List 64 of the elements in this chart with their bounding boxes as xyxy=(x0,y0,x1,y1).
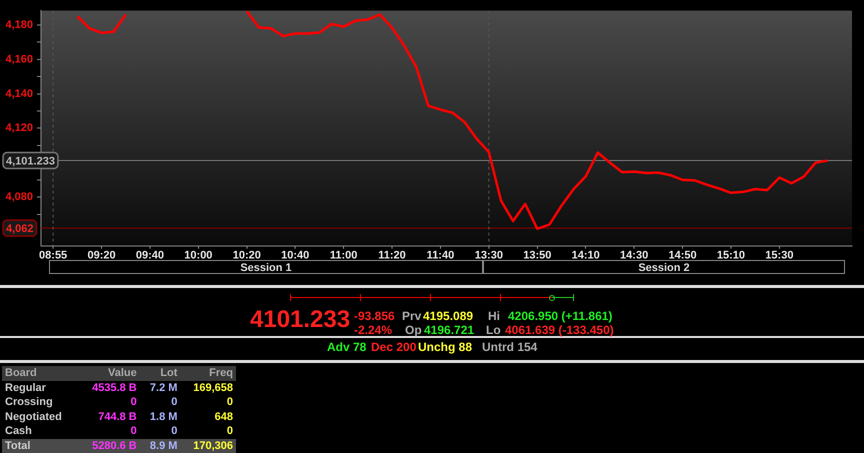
text: 8.9 M xyxy=(140,438,180,453)
text: 4196.721 xyxy=(424,323,474,337)
text: Untrd 154 xyxy=(482,340,538,354)
text: 648 xyxy=(214,410,234,424)
text: Hi xyxy=(488,309,500,323)
text: Op xyxy=(405,323,422,337)
x-tick-label: 15:30 xyxy=(765,249,794,262)
text: Freq xyxy=(180,366,236,380)
x-tick-label: 14:30 xyxy=(620,249,648,262)
x-tick-label: 14:50 xyxy=(668,249,697,262)
text: 7.2 M xyxy=(148,380,178,395)
text: 4101.233 xyxy=(250,306,350,334)
x-tick-label: 09:20 xyxy=(87,249,116,262)
text: -2.24% xyxy=(354,323,392,337)
text: Crossing xyxy=(4,395,54,410)
text: 0 xyxy=(226,395,234,410)
text: -93.856 xyxy=(354,309,395,323)
text: Lo xyxy=(486,323,501,337)
y-tick-label: 4,160 xyxy=(5,53,33,66)
text: Dec 200 xyxy=(371,340,416,354)
text: Session 2 xyxy=(483,260,845,274)
x-tick-label: 13:50 xyxy=(523,249,552,262)
text: Regular xyxy=(4,380,47,395)
y-tick-label: 4,080 xyxy=(5,191,33,204)
x-tick-label: 11:40 xyxy=(426,249,454,262)
text: 0 xyxy=(170,424,178,438)
text: 0 xyxy=(170,395,178,410)
ref-line-label: 4,101.233 xyxy=(6,156,55,168)
x-tick-label: 11:20 xyxy=(378,249,406,262)
text: Negotiated xyxy=(4,410,63,424)
x-tick-label: 15:10 xyxy=(716,249,746,262)
text: 5280.6 B xyxy=(78,438,140,453)
text: 744.8 B xyxy=(97,410,138,424)
ref-line-label: 4,062 xyxy=(6,223,34,236)
text: Session 1 xyxy=(49,260,483,274)
text: Prv xyxy=(402,309,422,323)
text: Unchg 88 xyxy=(418,340,472,354)
text: Total xyxy=(2,438,78,453)
text: Cash xyxy=(4,424,33,438)
x-tick-label: 10:40 xyxy=(281,249,310,262)
x-tick-label: 14:10 xyxy=(572,249,600,262)
x-tick-label: 10:20 xyxy=(232,249,261,262)
text: 0 xyxy=(130,424,138,438)
text: 0 xyxy=(226,424,234,438)
x-tick-label: 09:40 xyxy=(136,249,164,262)
x-tick-label: 11:00 xyxy=(330,249,358,262)
text: Adv 78 xyxy=(327,340,366,354)
text: 4195.089 xyxy=(423,309,474,323)
text: Lot xyxy=(140,366,180,380)
y-tick-label: 4,180 xyxy=(5,18,33,31)
text: 169,658 xyxy=(192,380,234,395)
text: Value xyxy=(78,366,140,380)
x-tick-label: 13:30 xyxy=(474,249,503,262)
text: 170,306 xyxy=(180,438,236,453)
text: 4206.950 (+11.861) xyxy=(508,309,612,323)
text: 0 xyxy=(130,395,138,410)
x-tick-label: 08:55 xyxy=(39,249,68,262)
y-tick-label: 4,120 xyxy=(5,122,33,134)
y-tick-label: 4,140 xyxy=(5,88,33,100)
text: 4061.639 (-133.450) xyxy=(505,323,614,337)
x-tick-label: 10:00 xyxy=(184,249,212,262)
text: 1.8 M xyxy=(148,410,178,424)
text: 4535.8 B xyxy=(91,380,138,395)
text: Board xyxy=(2,366,78,380)
